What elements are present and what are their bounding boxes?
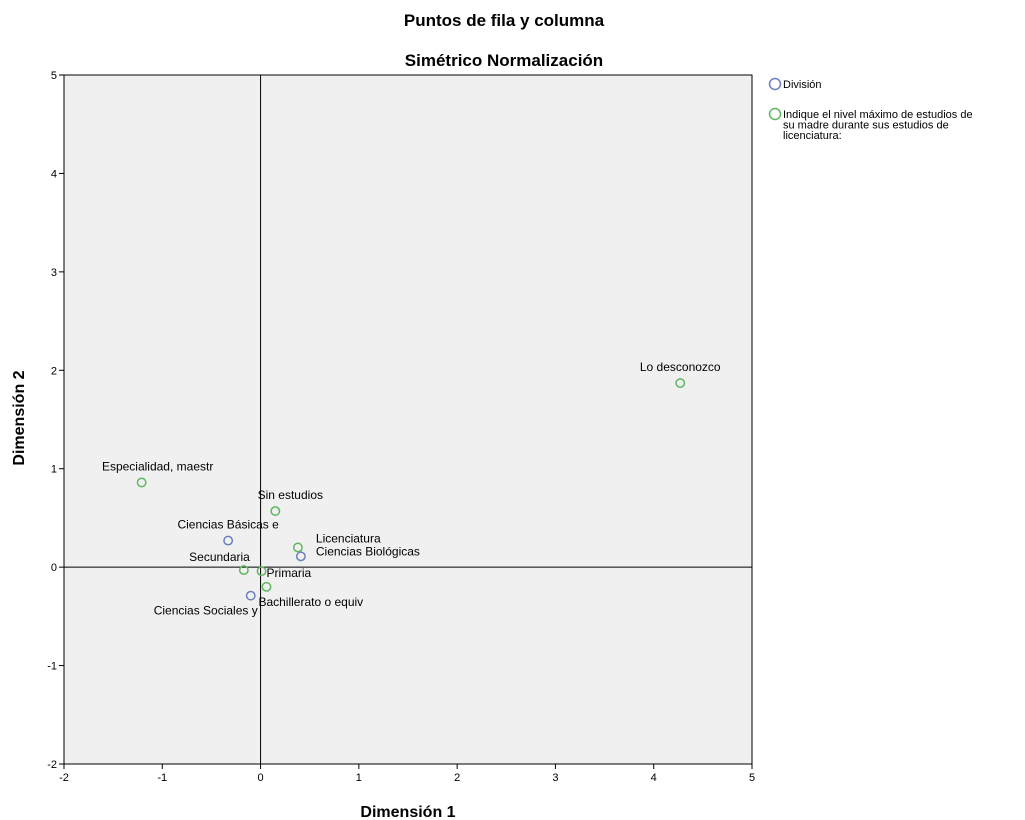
chart-subtitle: Simétrico Normalización xyxy=(405,51,603,70)
point-label: Sin estudios xyxy=(258,488,323,502)
reference-lines xyxy=(64,75,752,764)
data-point xyxy=(223,535,234,546)
y-tick-label: 3 xyxy=(51,267,57,279)
legend-marker xyxy=(768,107,782,121)
y-axis: -2 -1 0 1 2 3 4 5 xyxy=(47,70,64,771)
point-label: Primaria xyxy=(267,566,312,580)
x-tick-label: 1 xyxy=(356,772,362,784)
data-point xyxy=(270,506,281,516)
point-label: Ciencias Biológicas xyxy=(316,544,420,558)
point-label: Ciencias Básicas e xyxy=(177,518,279,532)
x-tick-label: -1 xyxy=(157,772,167,784)
y-tick-label: 0 xyxy=(51,562,57,574)
legend-label: licenciatura: xyxy=(783,130,842,142)
data-point xyxy=(292,542,303,553)
point-label: Bachillerato o equiv xyxy=(258,595,363,609)
data-point xyxy=(256,566,267,577)
point-label: Ciencias Sociales y xyxy=(154,604,258,618)
data-point xyxy=(238,565,249,576)
legend: División Indique el nivel máximo de estud… xyxy=(768,77,973,142)
point-label: Secundaria xyxy=(189,550,250,564)
legend-label: su madre durante sus estudios de xyxy=(783,120,949,132)
y-tick-label: 1 xyxy=(51,464,57,476)
data-point xyxy=(675,378,686,389)
data-point xyxy=(136,477,147,488)
point-label: Licenciatura xyxy=(316,531,381,545)
point-label: Lo desconozco xyxy=(640,360,721,374)
y-tick-label: 4 xyxy=(51,168,57,180)
x-axis: -2 -1 0 1 2 3 4 5 xyxy=(59,764,755,784)
point-labels: Ciencias Básicas e Ciencias Sociales y Cie… xyxy=(102,360,721,618)
plot-area xyxy=(63,74,753,765)
x-tick-label: 5 xyxy=(749,772,755,784)
x-tick-label: 2 xyxy=(454,772,460,784)
legend-label: División xyxy=(783,79,822,91)
y-tick-label: 5 xyxy=(51,70,57,82)
x-tick-label: -2 xyxy=(59,772,69,784)
x-tick-label: 0 xyxy=(258,772,264,784)
x-tick-label: 4 xyxy=(651,772,657,784)
y-axis-title: Dimensión 2 xyxy=(11,370,28,465)
chart-title: Puntos de fila y columna xyxy=(404,11,605,30)
y-tick-label: -2 xyxy=(47,759,57,771)
x-axis-title: Dimensión 1 xyxy=(360,804,455,820)
data-point xyxy=(261,581,272,592)
data-point xyxy=(295,551,306,562)
legend-marker xyxy=(768,77,782,91)
data-point xyxy=(245,590,256,601)
y-tick-label: 2 xyxy=(51,365,57,377)
legend-label: Indique el nivel máximo de estudios de xyxy=(783,109,973,121)
data-points xyxy=(136,378,686,601)
y-tick-label: -1 xyxy=(47,661,57,673)
x-tick-label: 3 xyxy=(552,772,558,784)
point-label: Especialidad, maestr xyxy=(102,459,213,473)
